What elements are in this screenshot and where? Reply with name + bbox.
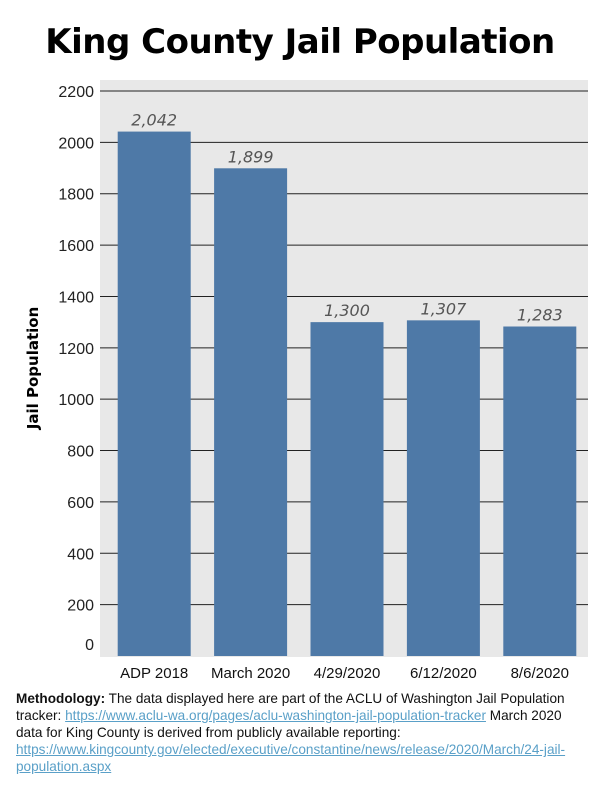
x-axis-ticks: ADP 2018 March 2020 4/29/2020 6/12/2020 8/6/… (120, 665, 569, 682)
x-tick-label: ADP 2018 (120, 665, 188, 682)
x-tick-label: 4/29/2020 (314, 665, 381, 682)
king-county-link[interactable]: https://www.kingcounty.gov/elected/execu… (16, 742, 566, 774)
y-axis-ticks: 0 200 400 600 800 1000 1200 1400 1600 1800 2000 220… (58, 84, 94, 654)
y-tick-label: 200 (67, 598, 94, 615)
x-tick-label: March 2020 (211, 665, 290, 682)
chart-title: King County Jail Population (45, 22, 555, 62)
y-tick-label: 1600 (58, 238, 94, 255)
x-tick-label: 6/12/2020 (410, 665, 477, 682)
data-labels: 2,042 1,899 1,300 1,307 1,283 (131, 111, 562, 325)
y-tick-label: 1200 (58, 341, 94, 358)
bar (503, 326, 577, 656)
methodology-heading: Methodology: (16, 691, 106, 706)
data-label: 1,283 (517, 306, 563, 325)
y-tick-label: 400 (67, 546, 94, 563)
bar (406, 320, 480, 656)
y-tick-label: 0 (85, 637, 94, 654)
tracker-link[interactable]: https://www.aclu-wa.org/pages/aclu-washi… (65, 708, 486, 723)
y-tick-label: 1400 (58, 289, 94, 306)
y-tick-label: 2200 (58, 84, 94, 101)
y-tick-label: 1000 (58, 392, 94, 409)
bar (310, 322, 384, 656)
methodology-text-2: March 2020 data for King County is deriv… (16, 708, 562, 740)
bar (117, 131, 191, 656)
bar (214, 168, 288, 656)
data-label: 1,307 (420, 299, 467, 318)
data-label: 1,300 (324, 301, 370, 320)
x-tick-label: 8/6/2020 (511, 665, 569, 682)
y-tick-label: 1800 (58, 187, 94, 204)
y-tick-label: 800 (67, 444, 94, 461)
y-axis-label: Jail Population (24, 307, 42, 430)
methodology-note: Methodology: The data displayed here are… (16, 690, 588, 775)
methodology-text-1: The data displayed here are part of the … (16, 691, 565, 723)
y-tick-label: 600 (67, 495, 94, 512)
y-tick-label: 2000 (58, 135, 94, 152)
data-label: 1,899 (228, 147, 274, 166)
bar-chart: 0 200 400 600 800 1000 1200 1400 1600 1800 2000 220… (24, 80, 588, 682)
bars (117, 131, 577, 656)
data-label: 2,042 (131, 111, 177, 130)
